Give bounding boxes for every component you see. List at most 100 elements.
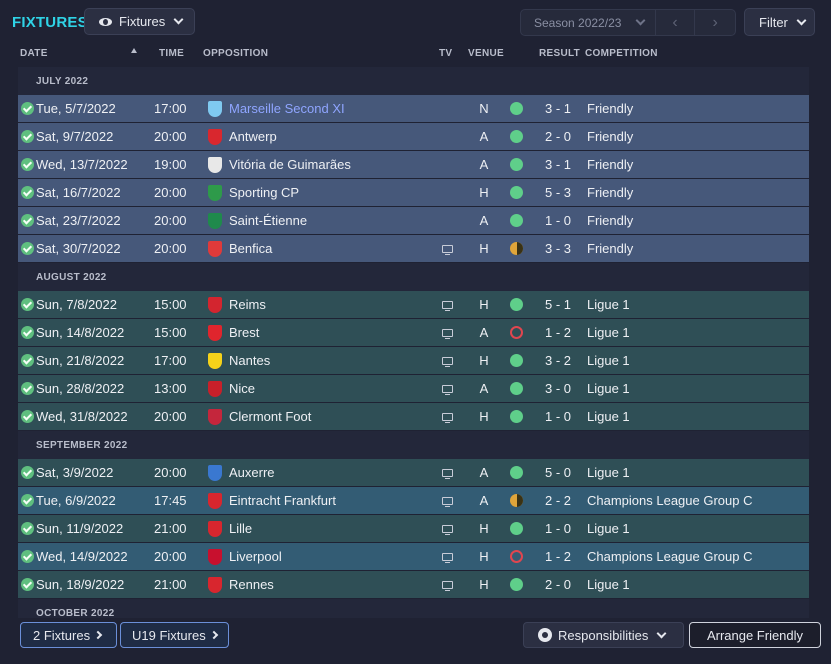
win-result-icon [509, 522, 523, 535]
fixture-competition[interactable]: Ligue 1 [587, 409, 630, 424]
view-dropdown-button[interactable]: Fixtures [84, 8, 195, 35]
crest-cell [205, 95, 225, 122]
fixture-row[interactable]: Sun, 11/9/2022 21:00 Lille H 1 - 0 Ligue 1 [18, 515, 809, 542]
fixture-competition[interactable]: Friendly [587, 185, 634, 200]
column-header-date[interactable]: DATE [20, 48, 48, 59]
fixture-score[interactable]: 3 - 2 [544, 353, 571, 368]
fixture-time: 15:00 [154, 325, 187, 340]
fixture-date: Sun, 14/8/2022 [36, 325, 125, 340]
checkmark-cell [21, 123, 35, 150]
fixture-competition[interactable]: Ligue 1 [587, 325, 630, 340]
fixture-competition[interactable]: Ligue 1 [587, 381, 630, 396]
u19-fixtures-button[interactable]: U19 Fixtures [120, 622, 229, 648]
fixture-row[interactable]: Tue, 5/7/2022 17:00 Marseille Second XI N 3 … [18, 95, 809, 122]
fixture-score[interactable]: 1 - 0 [544, 521, 571, 536]
opposition-name[interactable]: Vitória de Guimarães [229, 157, 351, 172]
fixture-row[interactable]: Wed, 31/8/2022 20:00 Clermont Foot H 1 - 0 Li… [18, 403, 809, 430]
fixture-score[interactable]: 2 - 0 [544, 129, 571, 144]
fixture-time: 15:00 [154, 297, 187, 312]
fixture-score[interactable]: 5 - 3 [544, 185, 571, 200]
fixture-score[interactable]: 1 - 2 [544, 325, 571, 340]
opposition-name[interactable]: Rennes [229, 577, 274, 592]
opposition-name[interactable]: Eintracht Frankfurt [229, 493, 336, 508]
fixture-row[interactable]: Sat, 16/7/2022 20:00 Sporting CP H 5 - 3 Frie… [18, 179, 809, 206]
fixture-competition[interactable]: Friendly [587, 213, 634, 228]
fixture-row[interactable]: Wed, 13/7/2022 19:00 Vitória de Guimarães A… [18, 151, 809, 178]
fixture-venue: A [479, 129, 489, 144]
crest-cell [205, 515, 225, 542]
crest-cell [205, 403, 225, 430]
fixture-competition[interactable]: Ligue 1 [587, 353, 630, 368]
result-cell [508, 571, 524, 598]
arrange-friendly-button[interactable]: Arrange Friendly [689, 622, 821, 648]
opposition-name[interactable]: Liverpool [229, 549, 282, 564]
result-cell [508, 179, 524, 206]
column-header-competition[interactable]: COMPETITION [585, 48, 658, 59]
result-cell [508, 95, 524, 122]
fixture-competition[interactable]: Ligue 1 [587, 521, 630, 536]
fixture-competition[interactable]: Champions League Group C [587, 493, 753, 508]
opposition-name[interactable]: Antwerp [229, 129, 277, 144]
opposition-name[interactable]: Marseille Second XI [229, 101, 345, 116]
filter-button[interactable]: Filter [744, 8, 815, 36]
fixture-score[interactable]: 1 - 0 [544, 409, 571, 424]
fixture-competition[interactable]: Friendly [587, 101, 634, 116]
fixture-time: 21:00 [154, 577, 187, 592]
opposition-name[interactable]: Reims [229, 297, 266, 312]
fixture-row[interactable]: Sat, 23/7/2022 20:00 Saint-Étienne A 1 - 0 Fr… [18, 207, 809, 234]
opposition-name[interactable]: Saint-Étienne [229, 213, 308, 228]
fixture-score[interactable]: 2 - 0 [544, 577, 571, 592]
fixture-time: 20:00 [154, 549, 187, 564]
column-header-time[interactable]: TIME [159, 48, 185, 59]
fixture-score[interactable]: 1 - 2 [544, 549, 571, 564]
checkmark-icon [21, 130, 34, 143]
opposition-name[interactable]: Brest [229, 325, 260, 340]
fixture-row[interactable]: Wed, 14/9/2022 20:00 Liverpool H 1 - 2 Champi… [18, 543, 809, 570]
fixture-row[interactable]: Sun, 14/8/2022 15:00 Brest A 1 - 2 Ligue 1 [18, 319, 809, 346]
column-header-venue[interactable]: VENUE [468, 48, 504, 59]
fixture-score[interactable]: 5 - 1 [544, 297, 571, 312]
opposition-name[interactable]: Lille [229, 521, 253, 536]
responsibilities-button[interactable]: Responsibilities [523, 622, 684, 648]
fixture-row[interactable]: Sun, 28/8/2022 13:00 Nice A 3 - 0 Ligue 1 [18, 375, 809, 402]
fixture-score[interactable]: 3 - 1 [544, 101, 571, 116]
fixture-score[interactable]: 3 - 3 [544, 241, 571, 256]
fixture-score[interactable]: 2 - 2 [544, 493, 571, 508]
fixture-competition[interactable]: Friendly [587, 157, 634, 172]
opposition-name[interactable]: Clermont Foot [229, 409, 312, 424]
column-header-result[interactable]: RESULT [539, 48, 581, 59]
fixture-row[interactable]: Sun, 7/8/2022 15:00 Reims H 5 - 1 Ligue 1 [18, 291, 809, 318]
opposition-name[interactable]: Auxerre [229, 465, 275, 480]
fixture-score[interactable]: 1 - 0 [544, 213, 571, 228]
column-header-tv[interactable]: TV [439, 48, 453, 59]
fixture-score[interactable]: 3 - 0 [544, 381, 571, 396]
fixture-row[interactable]: Sun, 21/8/2022 17:00 Nantes H 3 - 2 Ligue 1 [18, 347, 809, 374]
opposition-name[interactable]: Benfica [229, 241, 273, 256]
opposition-name[interactable]: Sporting CP [229, 185, 300, 200]
fixture-competition[interactable]: Ligue 1 [587, 577, 630, 592]
fixture-competition[interactable]: Friendly [587, 129, 634, 144]
fixtures-link-button[interactable]: 2 Fixtures [20, 622, 117, 648]
crest-cell [205, 123, 225, 150]
fixture-row[interactable]: Sat, 9/7/2022 20:00 Antwerp A 2 - 0 Friendly [18, 123, 809, 150]
fixture-row[interactable]: Sun, 18/9/2022 21:00 Rennes H 2 - 0 Ligue 1 [18, 571, 809, 598]
checkmark-icon [21, 466, 34, 479]
fixture-row[interactable]: Sat, 30/7/2022 20:00 Benfica H 3 - 3 Friendly [18, 235, 809, 262]
fixture-venue: H [479, 521, 489, 536]
season-dropdown[interactable]: Season 2022/23 [521, 10, 656, 35]
crest-cell [205, 375, 225, 402]
column-header-opposition[interactable]: OPPOSITION [203, 48, 269, 59]
fixture-row[interactable]: Sat, 3/9/2022 20:00 Auxerre A 5 - 0 Ligue 1 [18, 459, 809, 486]
fixture-row[interactable]: Tue, 6/9/2022 17:45 Eintracht Frankfurt A 2 … [18, 487, 809, 514]
fixture-score[interactable]: 5 - 0 [544, 465, 571, 480]
next-season-button[interactable]: › [695, 10, 735, 35]
fixture-competition[interactable]: Friendly [587, 241, 634, 256]
opposition-name[interactable]: Nice [229, 381, 256, 396]
fixture-score[interactable]: 3 - 1 [544, 157, 571, 172]
tv-cell [438, 95, 456, 122]
fixture-competition[interactable]: Ligue 1 [587, 297, 630, 312]
previous-season-button[interactable]: ‹ [656, 10, 696, 35]
fixture-competition[interactable]: Ligue 1 [587, 465, 630, 480]
fixture-competition[interactable]: Champions League Group C [587, 549, 753, 564]
opposition-name[interactable]: Nantes [229, 353, 271, 368]
